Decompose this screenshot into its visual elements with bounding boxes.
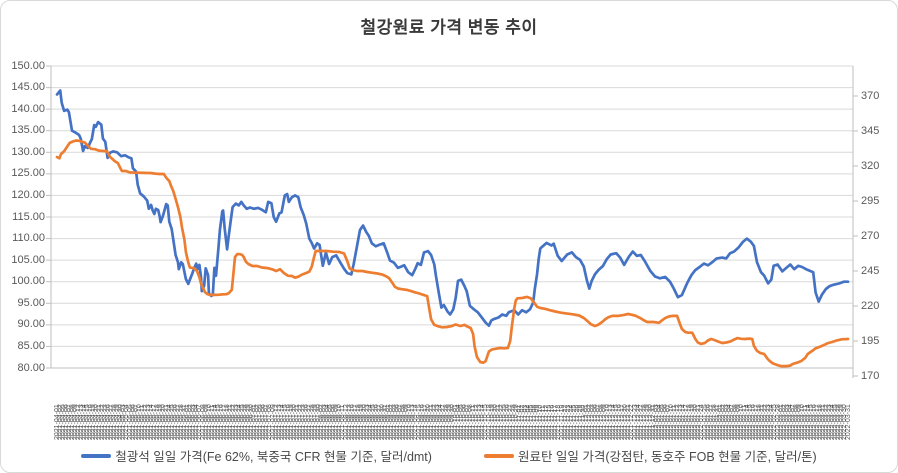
x-axis-date-label: 2022-03-31 [844,404,852,440]
y-left-tick-label: 110.00 [12,232,45,245]
chart-title: 철강원료 가격 변동 추이 [360,18,538,37]
y-right-tick-label: 245 [861,264,880,277]
y-left-tick-label: 95.00 [17,296,45,309]
series-coking-coal-line [55,139,850,368]
y-right-tick-label: 370 [861,89,880,102]
y-right-tick-label: 345 [861,124,880,137]
y-left-tick-label: 100.00 [11,275,45,288]
y-left-tick-label: 90.00 [17,318,45,331]
y-right-tick-label: 270 [861,229,880,242]
y-left-tick-label: 150.00 [11,59,45,72]
coking-coal-line-marker-icon [483,453,514,458]
y-left-tick-label: 135.00 [11,124,45,137]
y-left-tick-label: 130.00 [11,145,45,158]
y-right-tick-label: 320 [861,159,880,172]
y-right-tick-label: 195 [861,334,880,347]
y-left-tick-label: 115.00 [12,210,45,223]
y-right-tick-label: 295 [861,194,880,207]
y-left-tick-label: 80.00 [17,361,45,374]
legend-label-coking-coal: 원료탄 일일 가격(강점탄, 동호주 FOB 현물 기준, 달러/톤) [517,450,817,464]
legend-item-iron-ore: 철광석 일일 가격(Fe 62%, 북중국 CFR 현물 기준, 달러/dmt) [81,446,432,465]
y-left-tick-label: 140.00 [11,102,45,115]
y-right-tick-label: 220 [861,299,880,312]
y-left-tick-label: 145.00 [11,81,45,94]
y-right-tick-label: 170 [861,369,880,382]
legend: 철광석 일일 가격(Fe 62%, 북중국 CFR 현물 기준, 달러/dmt)… [1,446,897,465]
y-left-tick-label: 105.00 [11,253,45,266]
y-left-tick-label: 125.00 [11,167,45,180]
y-left-tick-label: 120.00 [11,188,45,201]
y-left-tick-label: 85.00 [17,339,45,352]
legend-item-coking-coal: 원료탄 일일 가격(강점탄, 동호주 FOB 현물 기준, 달러/톤) [483,446,817,465]
legend-label-iron-ore: 철광석 일일 가격(Fe 62%, 북중국 CFR 현물 기준, 달러/dmt) [115,450,432,464]
series-iron-ore-line [55,89,850,328]
iron-ore-line-marker-icon [81,453,112,458]
